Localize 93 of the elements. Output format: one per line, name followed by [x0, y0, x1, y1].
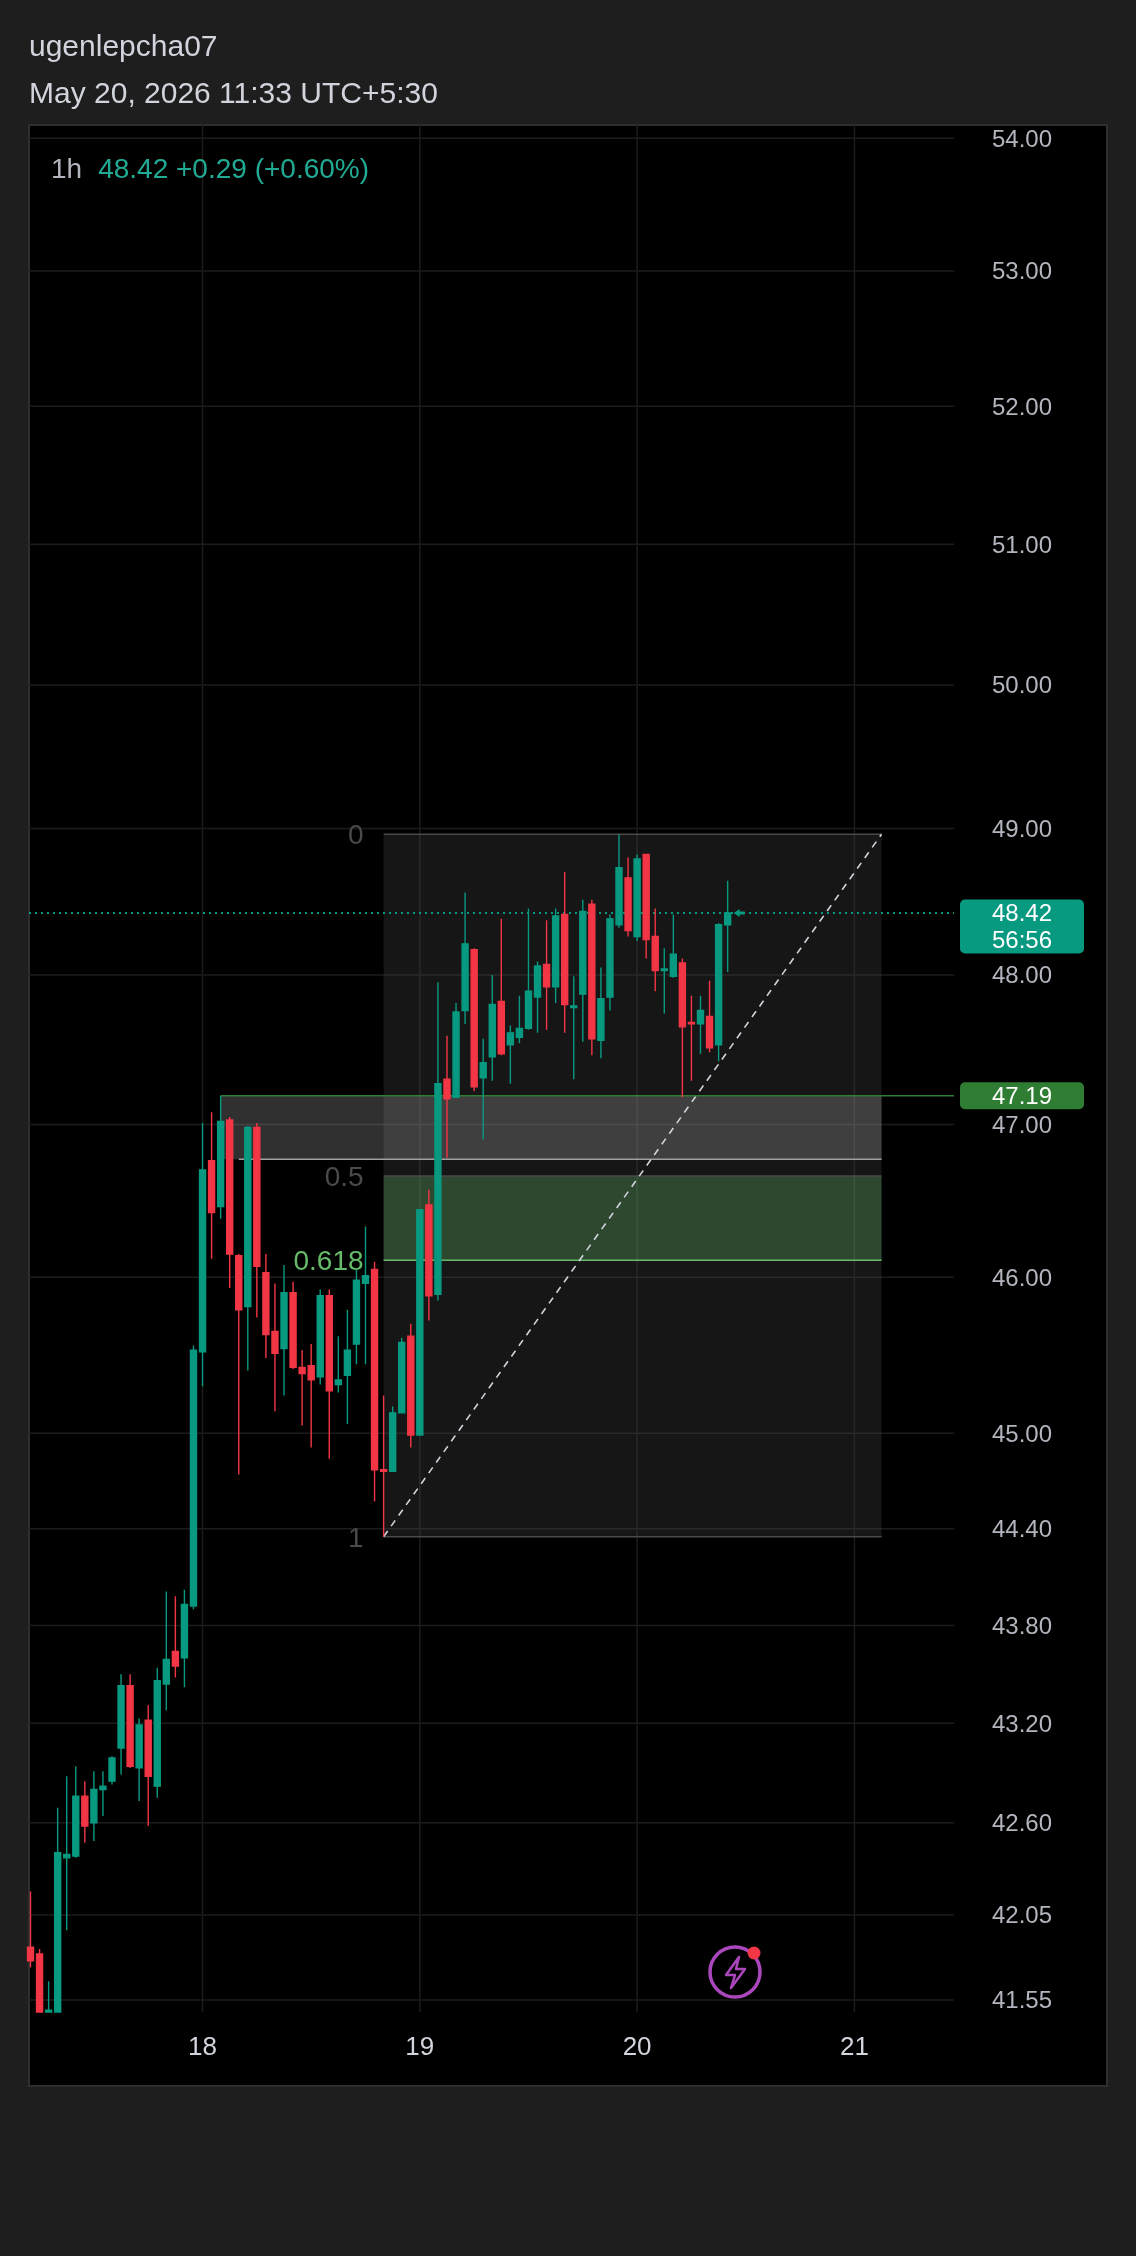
candlestick — [225, 1116, 234, 1289]
candlestick — [244, 1125, 252, 1372]
candlestick — [253, 1122, 261, 1319]
candlestick — [162, 1590, 171, 1711]
y-tick-label: 50.00 — [991, 671, 1053, 699]
candlestick — [180, 1589, 189, 1688]
candlestick — [361, 1225, 370, 1365]
candlestick — [624, 856, 632, 938]
candlestick — [207, 1111, 216, 1260]
candlestick — [443, 1035, 451, 1159]
candlestick — [44, 1980, 53, 2013]
candlestick — [126, 1673, 134, 1769]
ref-line-label: 48.42 56:56 — [991, 899, 1053, 954]
candlestick — [470, 947, 478, 1092]
y-tick-label: 45.00 — [991, 1419, 1053, 1447]
candlestick — [235, 1253, 243, 1476]
text: 48.42 +0.29 (+0.60%) — [98, 152, 370, 184]
y-tick-label: 49.00 — [991, 814, 1053, 842]
candlestick — [714, 922, 723, 1062]
y-tick-label: 53.00 — [991, 257, 1053, 285]
y-tick-label: 43.80 — [991, 1611, 1053, 1639]
series-label: 1 — [348, 1521, 364, 1553]
candlestick — [35, 1948, 44, 2013]
candlestick — [705, 980, 714, 1053]
candlestick — [81, 1780, 89, 1844]
candlestick — [108, 1755, 116, 1786]
series-label: 0.5 — [324, 1160, 364, 1192]
candlestick — [533, 960, 542, 1034]
y-tick-label: 48.00 — [991, 961, 1053, 989]
candlestick — [660, 947, 668, 1015]
y-tick-label: 43.20 — [991, 1709, 1053, 1737]
candlestick — [135, 1717, 143, 1802]
text: ugenlepcha07 — [29, 28, 218, 62]
x-tick-label: 21 — [839, 2031, 869, 2062]
candlestick — [388, 1405, 397, 1473]
series-label: 47.19 — [991, 1082, 1053, 1110]
candlestick — [570, 975, 578, 1080]
candlestick — [379, 1394, 388, 1538]
x-tick-label: 18 — [188, 2031, 217, 2062]
candlestick — [144, 1704, 152, 1827]
candlestick — [669, 913, 678, 979]
candlestick — [53, 1807, 62, 2013]
candlestick — [416, 1208, 424, 1436]
candlestick — [425, 1189, 433, 1322]
candlestick — [497, 918, 506, 1056]
y-tick-label: 47.00 — [991, 1110, 1053, 1138]
candlestick — [63, 1775, 71, 1931]
candlestick — [72, 1765, 80, 1859]
candlestick — [407, 1323, 415, 1449]
y-tick-label: 54.00 — [991, 124, 1053, 152]
candlestick — [560, 871, 569, 1034]
candlestick — [488, 974, 496, 1082]
candlestick — [334, 1335, 343, 1394]
y-tick-label: 51.00 — [991, 530, 1053, 558]
candlestick — [542, 919, 551, 1031]
candlestick — [515, 994, 524, 1044]
candlestick — [189, 1344, 198, 1610]
candlestick — [352, 1268, 361, 1365]
candlestick — [452, 1002, 460, 1098]
candlestick — [343, 1309, 352, 1425]
candlestick — [171, 1595, 180, 1679]
candlestick — [696, 994, 705, 1055]
x-tick-label: 19 — [405, 2031, 435, 2062]
series-label: 0 — [348, 819, 364, 850]
y-tick-label: 41.55 — [991, 1986, 1053, 2014]
candlestick — [506, 1024, 515, 1085]
y-tick-label: 52.00 — [991, 392, 1053, 420]
candlestick — [316, 1288, 324, 1386]
y-tick-label: 44.40 — [991, 1515, 1053, 1543]
candlestick — [26, 1890, 35, 1969]
candlestick — [678, 957, 687, 1098]
candlestick — [325, 1288, 333, 1460]
candlestick — [588, 899, 596, 1056]
x-tick-label: 20 — [622, 2031, 652, 2062]
text: 1h — [51, 152, 83, 184]
candlestick — [597, 966, 605, 1059]
candlestick — [198, 1122, 207, 1387]
y-tick-label: 42.05 — [991, 1901, 1053, 1929]
candlestick — [280, 1264, 288, 1397]
candlestick — [216, 1095, 225, 1220]
candlestick — [687, 994, 696, 1082]
candlestick — [651, 907, 659, 992]
y-tick-label: 42.60 — [991, 1809, 1053, 1837]
candlestick — [370, 1261, 379, 1503]
candlestick — [434, 981, 442, 1302]
candlestick — [479, 1038, 487, 1141]
candlestick — [153, 1666, 161, 1799]
candlestick — [642, 853, 650, 960]
y-tick-label: 46.00 — [991, 1263, 1053, 1291]
series-label: 0.618 — [293, 1245, 364, 1277]
text: May 20, 2026 11:33 UTC+5:30 — [29, 75, 438, 109]
candlestick — [398, 1337, 406, 1414]
candlestick — [117, 1673, 125, 1776]
